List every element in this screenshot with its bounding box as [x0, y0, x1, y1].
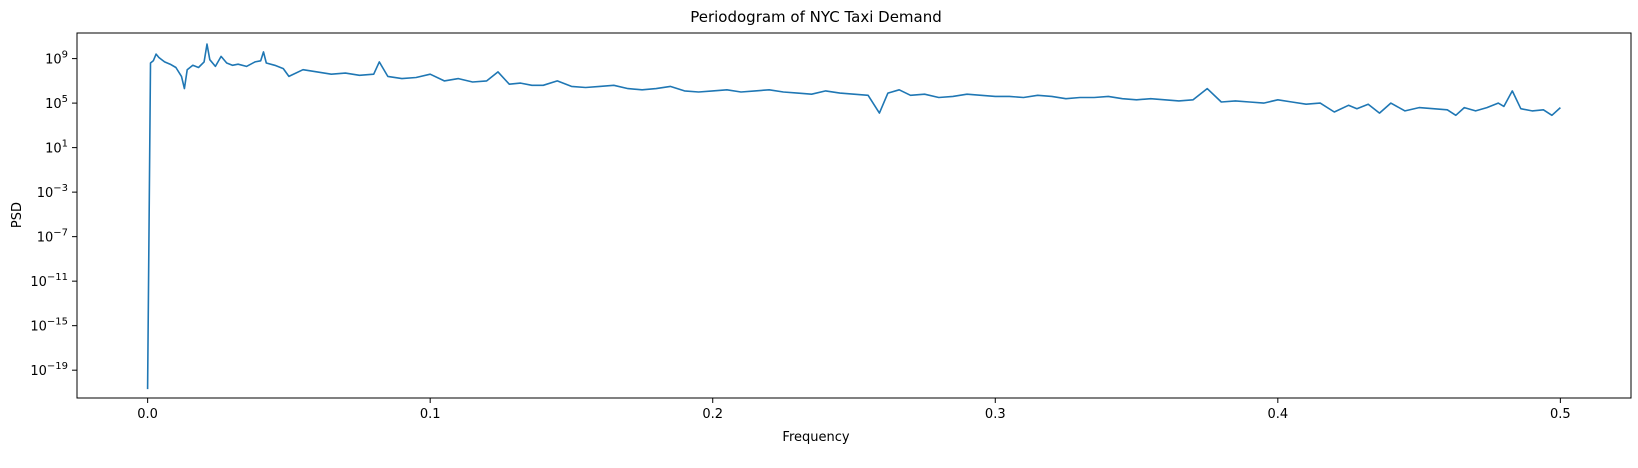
y-axis-label: PSD [10, 202, 25, 228]
y-tick-label: 10−11 [30, 272, 68, 290]
y-tick-base: 10 [45, 142, 62, 157]
y-tick-exponent: −15 [47, 317, 68, 328]
y-tick-label: 10−19 [30, 361, 68, 379]
chart-title: Periodogram of NYC Taxi Demand [690, 8, 942, 26]
y-tick-base: 10 [45, 53, 62, 68]
y-tick-exponent: 9 [62, 50, 68, 61]
x-axis-ticks: 0.0 0.1 0.2 0.3 0.4 0.5 [137, 398, 1571, 422]
y-tick-label: 10−3 [37, 183, 68, 201]
y-tick-base: 10 [30, 320, 47, 335]
y-tick-exponent: 1 [62, 139, 68, 150]
x-tick-label: 0.0 [137, 407, 158, 422]
y-tick-label: 10−7 [37, 228, 68, 246]
y-tick-exponent: −19 [47, 361, 68, 372]
y-tick-exponent: −7 [53, 228, 68, 239]
x-tick-label: 0.4 [1267, 407, 1288, 422]
y-tick-exponent: −3 [53, 183, 68, 194]
y-tick-label: 10−15 [30, 317, 68, 335]
y-tick-base: 10 [30, 364, 47, 379]
y-tick-exponent: −11 [47, 272, 68, 283]
psd-series-line [146, 43, 1561, 390]
x-tick-label: 0.2 [702, 407, 723, 422]
y-tick-base: 10 [45, 97, 62, 112]
x-tick-label: 0.3 [985, 407, 1006, 422]
y-tick-label: 101 [45, 139, 68, 157]
plot-area [76, 32, 1632, 399]
y-tick-label: 109 [45, 50, 68, 68]
y-tick-base: 10 [37, 231, 54, 246]
y-tick-exponent: 5 [62, 94, 68, 105]
y-tick-base: 10 [30, 275, 47, 290]
x-tick-label: 0.1 [420, 407, 441, 422]
y-tick-base: 10 [37, 186, 54, 201]
y-tick-label: 105 [45, 94, 68, 112]
x-axis-label: Frequency [782, 430, 849, 445]
x-tick-label: 0.5 [1550, 407, 1571, 422]
